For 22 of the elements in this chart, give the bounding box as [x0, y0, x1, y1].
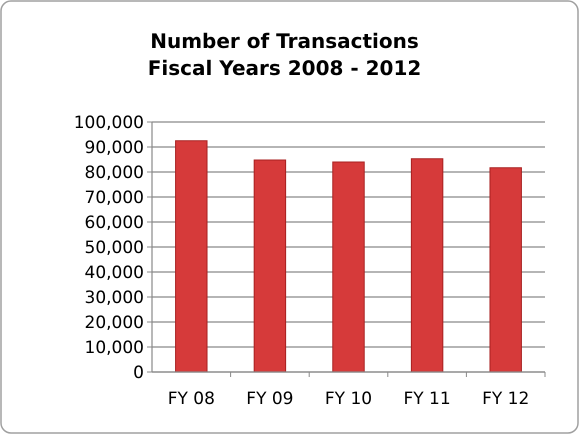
y-tick-label: 30,000	[84, 288, 144, 308]
chart-title: Number of Transactions Fiscal Years 2008 - 2012	[148, 29, 422, 80]
y-tick-label: 60,000	[84, 212, 144, 233]
bar	[489, 167, 522, 372]
y-tick-label: 50,000	[84, 238, 144, 258]
y-tick-label: 90,000	[84, 138, 144, 158]
bar	[410, 158, 444, 372]
y-tick-label: 40,000	[84, 262, 144, 283]
x-tick-label: FY 10	[324, 389, 372, 409]
bar	[254, 160, 286, 372]
y-tick-label: 10,000	[84, 338, 144, 358]
bar	[332, 162, 365, 372]
bar	[175, 140, 208, 372]
x-tick-label: FY 09	[246, 389, 294, 409]
y-tick-label: 70,000	[84, 188, 144, 208]
x-tick-label: FY 12	[482, 389, 530, 409]
y-tick-label: 20,000	[84, 312, 144, 333]
y-tick-label: 0	[133, 362, 144, 383]
y-tick-label: 100,000	[74, 112, 144, 133]
x-tick-label: FY 08	[168, 389, 215, 409]
x-tick-label: FY 11	[404, 389, 451, 409]
y-tick-label: 80,000	[84, 162, 144, 183]
